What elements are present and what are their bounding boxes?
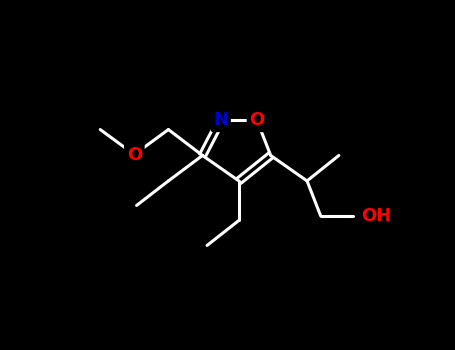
Text: O: O — [249, 111, 265, 130]
Text: O: O — [126, 146, 142, 163]
Text: N: N — [213, 111, 228, 130]
Text: OH: OH — [361, 207, 391, 225]
